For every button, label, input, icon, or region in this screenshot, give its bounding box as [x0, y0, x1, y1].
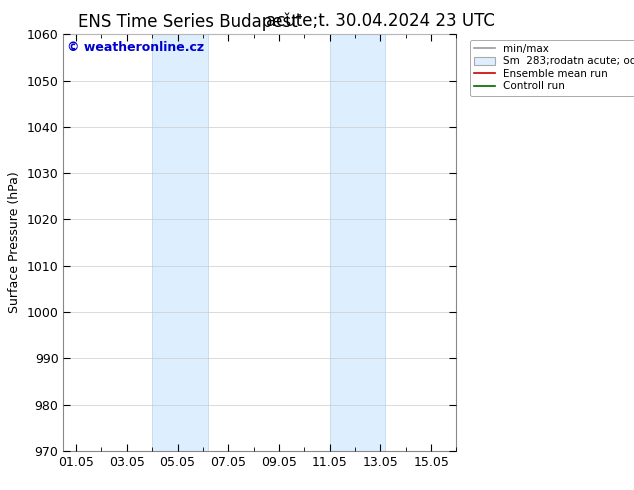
Bar [152, 34, 208, 451]
Bar [330, 34, 385, 451]
Text: ENS Time Series Budapešt': ENS Time Series Budapešt' [78, 12, 302, 31]
Text: acute;t. 30.04.2024 23 UTC: acute;t. 30.04.2024 23 UTC [266, 12, 495, 30]
Y-axis label: Surface Pressure (hPa): Surface Pressure (hPa) [8, 172, 21, 314]
Legend: min/max, Sm  283;rodatn acute; odchylka, Ensemble mean run, Controll run: min/max, Sm 283;rodatn acute; odchylka, … [470, 40, 634, 96]
Text: © weatheronline.cz: © weatheronline.cz [67, 41, 204, 53]
